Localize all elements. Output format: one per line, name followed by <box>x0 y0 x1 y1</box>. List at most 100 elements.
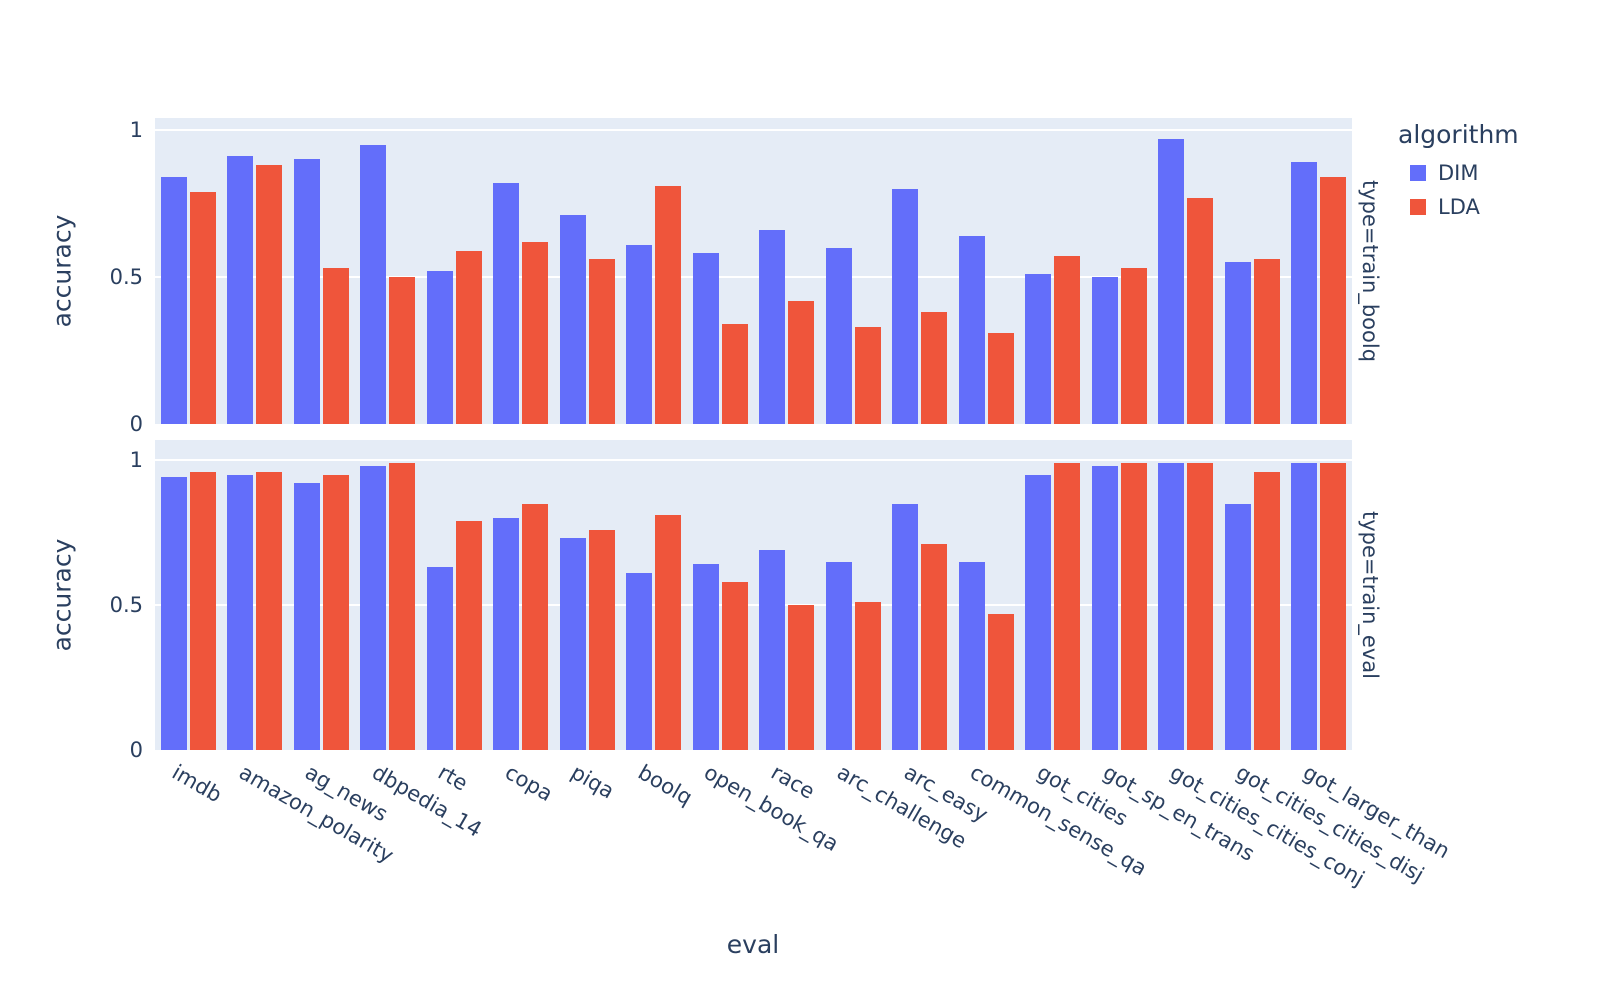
bar-LDA-amazon_polarity <box>256 165 283 424</box>
bar-LDA-got_cities <box>1054 256 1081 424</box>
bar-DIM-amazon_polarity <box>227 156 254 424</box>
bar-LDA-boolq <box>655 185 682 424</box>
bar-DIM-rte <box>426 271 453 424</box>
bar-DIM-got_cities_cities_disj <box>1224 503 1251 750</box>
bar-DIM-common_sense_qa <box>958 561 985 750</box>
legend-title: algorithm <box>1398 120 1519 149</box>
bar-DIM-piqa <box>559 215 586 424</box>
bar-DIM-arc_easy <box>892 503 919 750</box>
y-tick-label: 1 <box>129 118 143 142</box>
bar-DIM-amazon_polarity <box>227 474 254 750</box>
plot-area-type=train_boolq <box>155 118 1352 424</box>
bar-LDA-got_cities_cities_disj <box>1253 471 1280 750</box>
gridline-0.5 <box>155 604 1352 606</box>
bar-LDA-arc_easy <box>921 544 948 750</box>
y-tick-label: 1 <box>129 448 143 472</box>
x-axis-title: eval <box>726 930 780 959</box>
x-tick-label-piqa: piqa <box>567 760 619 804</box>
y-axis-title: accuracy <box>47 214 77 328</box>
bar-LDA-boolq <box>655 515 682 750</box>
y-tick-label: 0 <box>129 412 143 436</box>
bar-DIM-got_cities_cities_disj <box>1224 262 1251 424</box>
bar-LDA-race <box>788 300 815 424</box>
bar-LDA-got_cities <box>1054 462 1081 750</box>
bar-LDA-common_sense_qa <box>987 613 1014 750</box>
bar-DIM-got_cities_cities_conj <box>1158 138 1185 424</box>
bar-LDA-open_book_qa <box>721 324 748 424</box>
legend-item-dim[interactable]: DIM <box>1410 161 1519 185</box>
bar-LDA-ag_news <box>322 268 349 424</box>
bar-LDA-rte <box>455 250 482 424</box>
bar-LDA-piqa <box>588 259 615 424</box>
bar-DIM-got_cities <box>1025 274 1052 424</box>
legend-swatch-dim <box>1410 165 1426 181</box>
bar-DIM-copa <box>493 518 520 750</box>
bar-LDA-arc_challenge <box>854 602 881 750</box>
bar-DIM-imdb <box>160 177 187 424</box>
bar-LDA-rte <box>455 520 482 750</box>
bar-LDA-copa <box>522 241 549 424</box>
gridline-1 <box>155 129 1352 131</box>
bar-DIM-got_sp_en_trans <box>1091 277 1118 424</box>
plot-area-type=train_eval <box>155 440 1352 750</box>
bar-LDA-imdb <box>189 471 216 750</box>
y-tick-label: 0.5 <box>109 593 143 617</box>
x-tick-label-copa: copa <box>500 760 557 807</box>
bar-DIM-got_cities_cities_conj <box>1158 462 1185 750</box>
bar-LDA-copa <box>522 503 549 750</box>
bar-LDA-got_cities_cities_disj <box>1253 259 1280 424</box>
bar-DIM-arc_challenge <box>825 247 852 424</box>
bar-LDA-open_book_qa <box>721 581 748 750</box>
facet-label-type=train_eval: type=train_eval <box>1358 511 1382 679</box>
bar-DIM-got_cities <box>1025 474 1052 750</box>
facet-label-type=train_boolq: type=train_boolq <box>1358 179 1382 363</box>
bar-LDA-got_larger_than <box>1320 177 1347 424</box>
legend-item-lda[interactable]: LDA <box>1410 195 1519 219</box>
legend-swatch-lda <box>1410 199 1426 215</box>
bar-LDA-imdb <box>189 191 216 424</box>
bar-LDA-dbpedia_14 <box>389 277 416 424</box>
bar-LDA-piqa <box>588 529 615 750</box>
gridline-1 <box>155 459 1352 461</box>
bar-LDA-got_cities_cities_conj <box>1187 462 1214 750</box>
y-tick-label: 0.5 <box>109 265 143 289</box>
legend: algorithm DIM LDA <box>1398 120 1519 229</box>
bar-LDA-ag_news <box>322 474 349 750</box>
bar-DIM-boolq <box>626 573 653 750</box>
bar-DIM-common_sense_qa <box>958 235 985 424</box>
bar-DIM-piqa <box>559 538 586 750</box>
bar-DIM-arc_challenge <box>825 561 852 750</box>
bar-LDA-arc_easy <box>921 312 948 424</box>
bar-DIM-race <box>759 229 786 424</box>
bar-LDA-dbpedia_14 <box>389 462 416 750</box>
bar-DIM-ag_news <box>293 159 320 424</box>
bar-DIM-race <box>759 549 786 750</box>
bar-DIM-copa <box>493 182 520 424</box>
bar-DIM-dbpedia_14 <box>360 144 387 424</box>
x-tick-label-boolq: boolq <box>633 760 697 810</box>
bar-DIM-boolq <box>626 244 653 424</box>
y-tick-label: 0 <box>129 738 143 762</box>
bar-LDA-got_larger_than <box>1320 462 1347 750</box>
legend-label-lda: LDA <box>1438 195 1480 219</box>
gridline-0.5 <box>155 276 1352 278</box>
x-tick-label-rte: rte <box>434 760 473 796</box>
bar-DIM-got_sp_en_trans <box>1091 465 1118 750</box>
bar-DIM-ag_news <box>293 483 320 750</box>
bar-LDA-got_cities_cities_conj <box>1187 197 1214 424</box>
bar-DIM-open_book_qa <box>692 564 719 750</box>
bar-LDA-race <box>788 605 815 750</box>
y-axis-title: accuracy <box>47 538 77 652</box>
bar-LDA-amazon_polarity <box>256 471 283 750</box>
bar-LDA-arc_challenge <box>854 326 881 424</box>
bar-DIM-dbpedia_14 <box>360 465 387 750</box>
bar-DIM-arc_easy <box>892 188 919 424</box>
bar-LDA-got_sp_en_trans <box>1120 268 1147 424</box>
bar-DIM-imdb <box>160 477 187 750</box>
bar-DIM-got_larger_than <box>1291 162 1318 424</box>
x-tick-label-imdb: imdb <box>168 760 227 808</box>
bar-DIM-open_book_qa <box>692 253 719 424</box>
bar-LDA-got_sp_en_trans <box>1120 462 1147 750</box>
legend-label-dim: DIM <box>1438 161 1479 185</box>
